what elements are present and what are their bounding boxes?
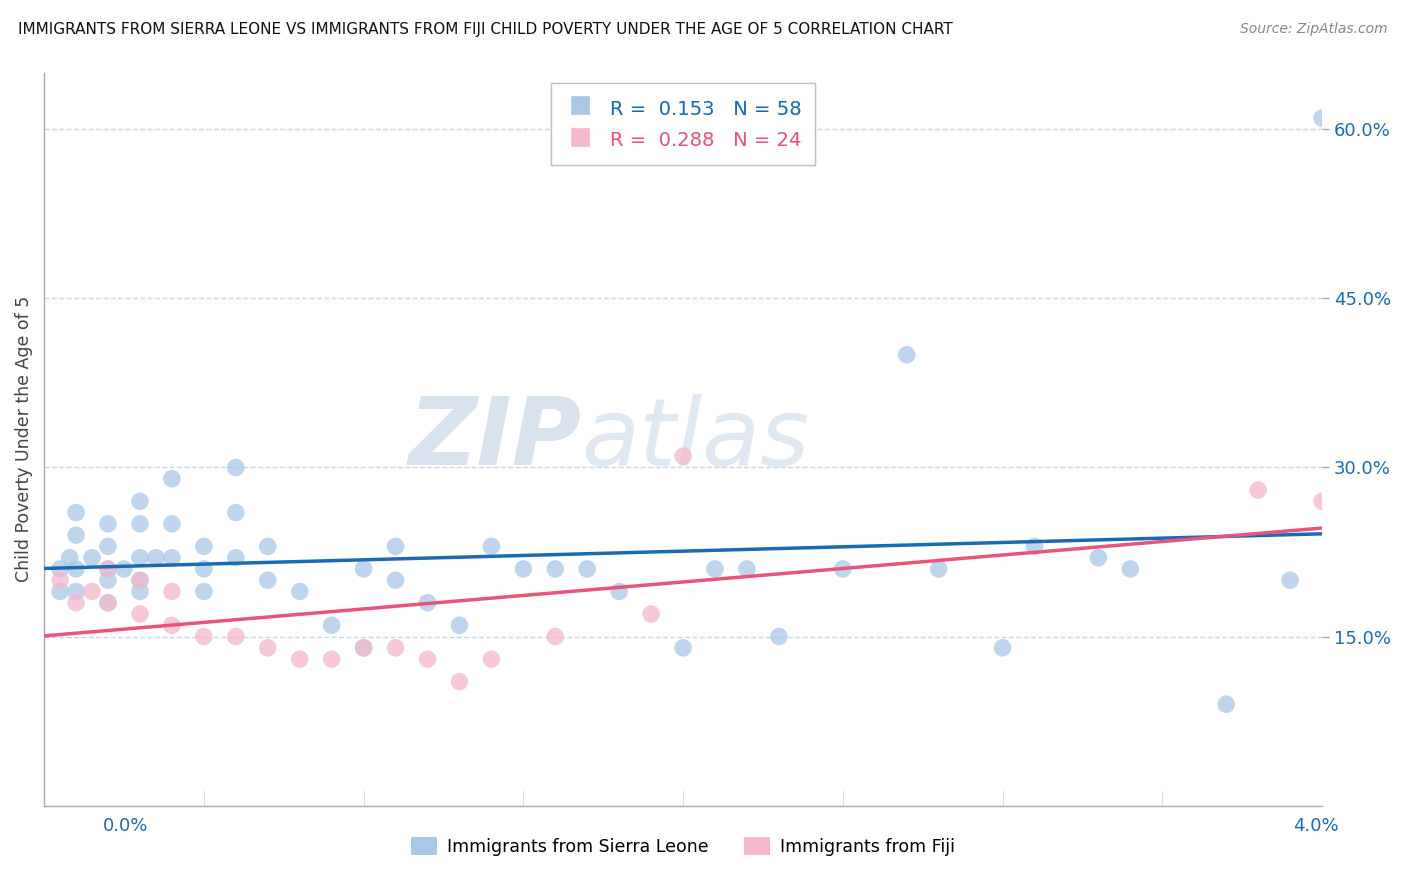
Text: 4.0%: 4.0% (1294, 817, 1339, 835)
Point (193, 584, 215, 599)
Point (97, 573, 120, 587)
Text: IMMIGRANTS FROM SIERRA LEONE VS IMMIGRANTS FROM FIJI CHILD POVERTY UNDER THE AGE: IMMIGRANTS FROM SIERRA LEONE VS IMMIGRAN… (18, 22, 953, 37)
Point (97, 562, 120, 576)
Point (97, 596, 120, 610)
Point (160, 516, 183, 531)
Point (49, 562, 72, 576)
Text: Source: ZipAtlas.com: Source: ZipAtlas.com (1240, 22, 1388, 37)
Point (576, 562, 599, 576)
Point (1087, 550, 1109, 565)
Point (735, 562, 758, 576)
Point (80, 550, 103, 565)
Point (479, 540, 502, 554)
Point (321, 652, 343, 666)
Point (416, 652, 439, 666)
Point (49, 573, 72, 587)
Point (129, 573, 152, 587)
Point (1247, 483, 1270, 497)
Point (225, 630, 247, 644)
Point (160, 618, 183, 632)
Point (112, 562, 135, 576)
Point (479, 652, 502, 666)
Point (97, 540, 120, 554)
Point (225, 506, 247, 520)
Legend: R =  0.153   N = 58, R =  0.288   N = 24: R = 0.153 N = 58, R = 0.288 N = 24 (551, 83, 815, 165)
Point (129, 584, 152, 599)
Point (1024, 540, 1046, 554)
Point (512, 562, 534, 576)
Point (65, 562, 87, 576)
Point (49, 584, 72, 599)
Point (160, 584, 183, 599)
Point (145, 550, 167, 565)
Point (384, 640, 406, 655)
Point (129, 494, 152, 508)
Point (97, 596, 120, 610)
Point (129, 550, 152, 565)
Point (1215, 697, 1237, 711)
Point (672, 449, 695, 463)
Point (544, 562, 567, 576)
Point (256, 540, 278, 554)
Point (129, 516, 152, 531)
Point (449, 618, 471, 632)
Point (991, 640, 1014, 655)
Point (831, 562, 853, 576)
Point (193, 630, 215, 644)
Point (256, 573, 278, 587)
Text: atlas: atlas (581, 393, 808, 485)
Point (321, 618, 343, 632)
Point (97, 562, 120, 576)
Point (640, 607, 662, 621)
Point (449, 674, 471, 689)
Text: 0.0%: 0.0% (103, 817, 148, 835)
Point (672, 640, 695, 655)
Point (353, 640, 375, 655)
Point (353, 562, 375, 576)
Point (1119, 562, 1142, 576)
Point (896, 348, 918, 362)
Point (65, 584, 87, 599)
Point (353, 640, 375, 655)
Point (129, 607, 152, 621)
Point (416, 596, 439, 610)
Point (193, 540, 215, 554)
Point (768, 630, 790, 644)
Y-axis label: Child Poverty Under the Age of 5: Child Poverty Under the Age of 5 (15, 296, 32, 582)
Point (129, 573, 152, 587)
Point (97, 516, 120, 531)
Point (256, 640, 278, 655)
Point (384, 573, 406, 587)
Point (607, 584, 630, 599)
Point (1279, 573, 1302, 587)
Point (80, 584, 103, 599)
Point (1310, 111, 1333, 125)
Point (288, 652, 311, 666)
Point (160, 550, 183, 565)
Point (225, 460, 247, 475)
Point (928, 562, 950, 576)
Text: ZIP: ZIP (408, 393, 581, 485)
Point (384, 540, 406, 554)
Point (704, 562, 727, 576)
Point (59, 550, 82, 565)
Point (193, 562, 215, 576)
Point (65, 528, 87, 542)
Point (1310, 494, 1333, 508)
Point (160, 472, 183, 486)
Point (65, 506, 87, 520)
Point (288, 584, 311, 599)
Point (225, 550, 247, 565)
Point (65, 596, 87, 610)
Point (544, 630, 567, 644)
